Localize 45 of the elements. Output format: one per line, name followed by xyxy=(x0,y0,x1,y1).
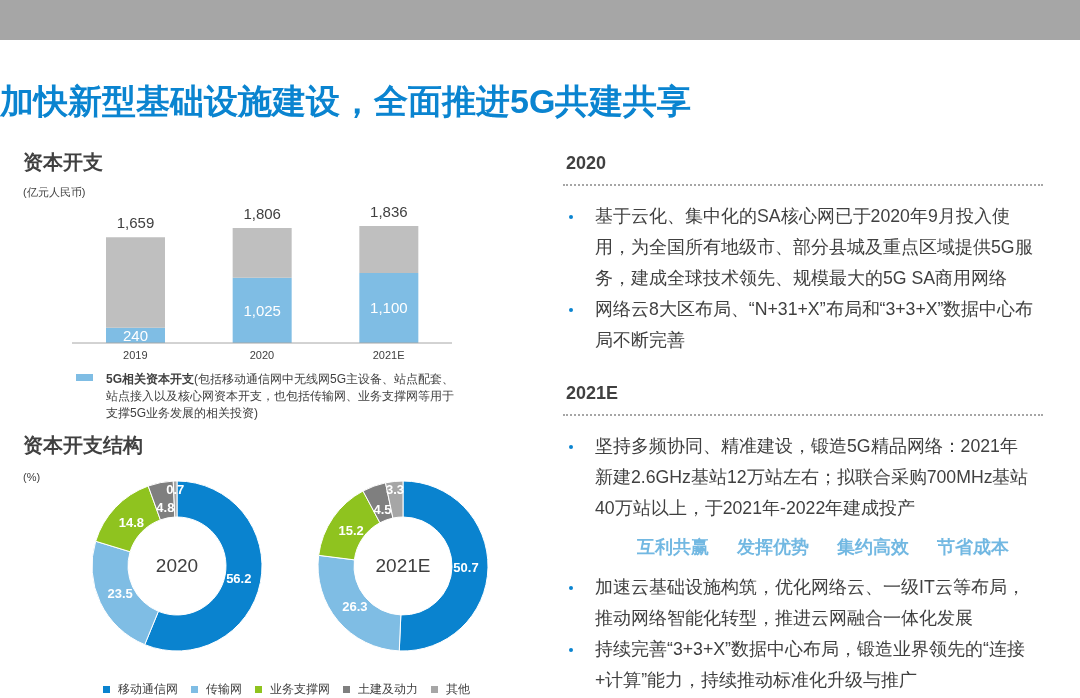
data-label: 56.2 xyxy=(226,570,252,586)
text: 互利共赢 xyxy=(637,536,709,559)
legend-label: 5G相关资本开支(包括移动通信网中无线网5G主设备、站点配套、站点接入以及核心网资本开支，也包括传输网、业务支撑网等用于支撑5G业务发展的相关投资) xyxy=(106,372,455,420)
legend-label: 移动通信网 xyxy=(118,681,178,697)
slice-label: 2020 xyxy=(155,555,199,577)
text: 集约高效 xyxy=(837,536,909,559)
chart-title: 资本开支结构 xyxy=(23,434,143,456)
data-label: 26.3 xyxy=(342,599,368,615)
data-label: 15.2 xyxy=(338,522,364,538)
legend-label: 土建及动力 xyxy=(358,681,418,697)
data-label: 4.8 xyxy=(156,499,175,515)
data-label: 23.5 xyxy=(107,585,133,601)
total-label: 1,836 xyxy=(370,203,408,220)
chart-title: 资本开支 xyxy=(23,151,103,173)
text: 网络云8大区布局、“N+31+X”布局和“3+3+X”数据中心布局不断完善 xyxy=(595,298,1035,352)
bar xyxy=(232,227,292,278)
data-label: 50.7 xyxy=(453,559,479,575)
text: 加速云基础设施构筑，优化网络云、一级IT云等布局，推动网络智能化转型，推进云网融合一体化发展 xyxy=(595,576,1026,630)
x-tick-label: 2020 xyxy=(249,348,275,361)
data-label: 14.8 xyxy=(118,515,144,531)
bar xyxy=(106,237,165,328)
x-tick-label: 2019 xyxy=(123,348,148,361)
chart-subtitle: (亿元人民币) xyxy=(23,185,86,199)
text: 持续完善“3+3+X”数据中心布局，锻造业界领先的“连接+计算”能力，持续推动标准化升级与推广 xyxy=(595,638,1026,692)
data-label: 1,100 xyxy=(370,299,408,317)
bar xyxy=(359,272,419,343)
text: 节省成本 xyxy=(937,536,1009,559)
data-label: 240 xyxy=(122,326,149,344)
data-label: 0.7 xyxy=(166,481,185,497)
text: 坚持多频协同、精准建设，锻造5G精品网络：2021年新建2.6GHz基站12万站左右；拟联合采购700MHz基站40万站以上，于2021年-2022年建成投产 xyxy=(595,435,1030,520)
x-tick-label: 2021E xyxy=(372,348,405,361)
legend-label: 业务支撑网 xyxy=(270,681,330,697)
text: 2021E xyxy=(566,383,619,403)
legend-label: 传输网 xyxy=(206,681,242,697)
legend-label: 其他 xyxy=(446,681,470,697)
slice-label: 2021E xyxy=(375,555,431,577)
total-label: 1,806 xyxy=(243,204,281,222)
text: 基于云化、集中化的SA核心网已于2020年9月投入使用，为全国所有地级市、部分县城及重点区域提供5G服务，建成全球技术领先、规模最大的5G SA商用网络 xyxy=(595,205,1034,290)
total-label: 1,659 xyxy=(116,214,155,232)
chart-subtitle: (%) xyxy=(23,470,41,484)
bar xyxy=(232,277,292,343)
text: 发挥优势 xyxy=(737,536,809,559)
data-label: 1,025 xyxy=(243,301,281,319)
bar xyxy=(359,226,419,273)
text: 2020 xyxy=(566,153,607,173)
